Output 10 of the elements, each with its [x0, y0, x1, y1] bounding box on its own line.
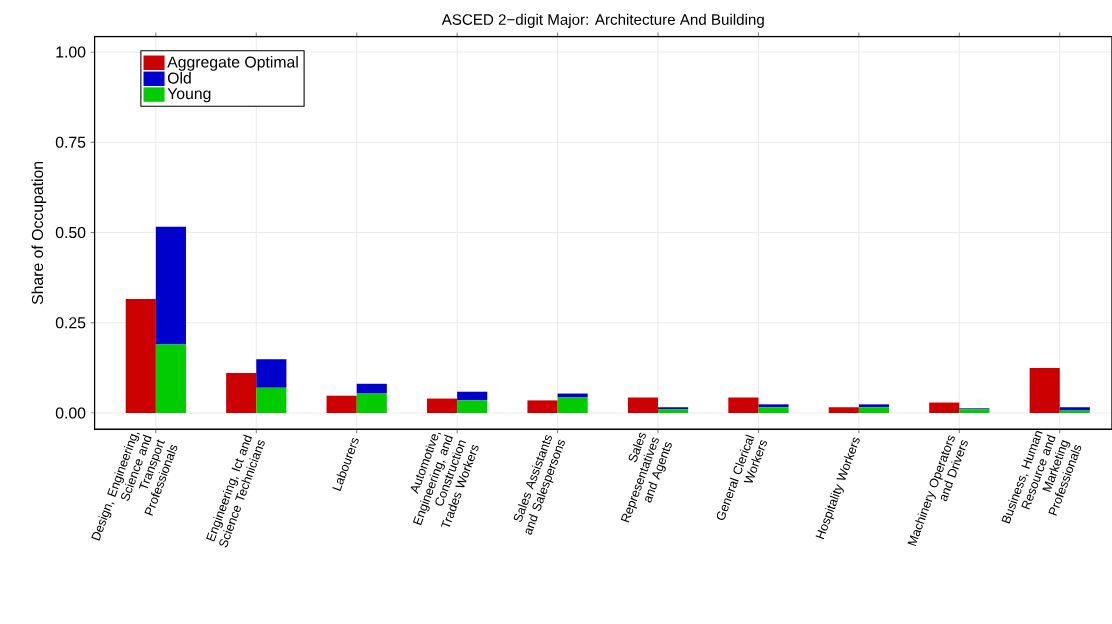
y-axis-title: Share of Occupation	[31, 162, 47, 305]
legend-label: Young	[167, 88, 211, 103]
legend-label: Aggregate Optimal	[167, 56, 298, 71]
chart-title: ASCED 2−digit Major: Architecture And Building	[441, 13, 764, 29]
y-tick-label: 0.75	[55, 136, 86, 149]
legend-label: Old	[167, 72, 191, 84]
y-tick-label: 0.50	[55, 227, 86, 239]
y-tick-label: 1.00	[56, 46, 86, 58]
y-tick-label: 0.25	[55, 317, 86, 329]
y-tick-label: 0.00	[55, 407, 86, 419]
